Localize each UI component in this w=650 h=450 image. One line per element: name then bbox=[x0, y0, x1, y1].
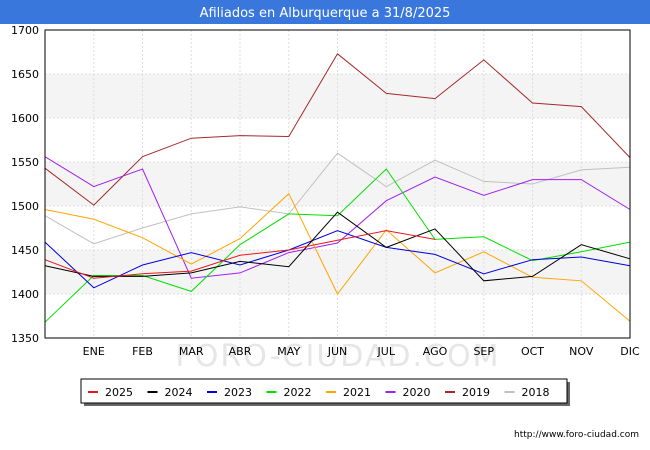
source-url: http://www.foro-ciudad.com bbox=[514, 430, 639, 440]
legend-label-2025: 2025 bbox=[105, 386, 133, 399]
plot-frame bbox=[44, 29, 631, 339]
legend-label-2023: 2023 bbox=[224, 386, 252, 399]
series-line-2021 bbox=[44, 192, 631, 322]
series-line-2023 bbox=[44, 230, 631, 289]
y-tick-label: 1650 bbox=[11, 68, 39, 81]
legend: 2025 2024 2023 2022 2021 2020 2019 2018 bbox=[80, 378, 570, 406]
title-bar bbox=[0, 0, 650, 24]
y-tick-label: 1350 bbox=[11, 332, 39, 345]
legend-label-2024: 2024 bbox=[165, 386, 193, 399]
legend-label-2022: 2022 bbox=[284, 386, 312, 399]
legend-label-2021: 2021 bbox=[343, 386, 371, 399]
watermark-text: FORO-CIUDAD.COM bbox=[176, 339, 501, 374]
x-tick-label: ENE bbox=[83, 345, 105, 358]
y-tick-label: 1450 bbox=[11, 244, 39, 257]
y-tick-label: 1500 bbox=[11, 200, 39, 213]
x-tick-label: ABR bbox=[229, 345, 252, 358]
series-line-2020 bbox=[44, 156, 631, 279]
y-tick-label: 1400 bbox=[11, 288, 39, 301]
x-tick-label: MAY bbox=[277, 345, 300, 358]
series-lines bbox=[44, 53, 631, 323]
x-tick-label: DIC bbox=[620, 345, 640, 358]
series-line-2018 bbox=[44, 152, 631, 245]
x-tick-label: AGO bbox=[423, 345, 448, 358]
legend-label-2020: 2020 bbox=[403, 386, 431, 399]
series-line-2019 bbox=[44, 53, 631, 206]
y-tick-label: 1700 bbox=[11, 24, 39, 37]
x-tick-label: SEP bbox=[473, 345, 494, 358]
y-tick-label: 1550 bbox=[11, 156, 39, 169]
x-tick-label: JUL bbox=[377, 345, 396, 358]
series-line-2025 bbox=[44, 230, 436, 279]
chart-title: Afiliados en Alburquerque a 31/8/2025 bbox=[200, 6, 451, 21]
legend-label-2018: 2018 bbox=[522, 386, 550, 399]
x-tick-label: NOV bbox=[569, 345, 594, 358]
x-tick-label: MAR bbox=[179, 345, 204, 358]
series-line-2024 bbox=[44, 211, 631, 282]
y-tick-label: 1600 bbox=[11, 112, 39, 125]
x-tick-label: OCT bbox=[521, 345, 544, 358]
y-axis-ticks: 1350 1400 1450 1500 1550 1600 1650 1700 bbox=[11, 24, 39, 345]
x-axis-ticks: ENE FEB MAR ABR MAY JUN JUL AGO SEP OCT NOV DIC bbox=[83, 345, 640, 358]
legend-label-2019: 2019 bbox=[462, 386, 490, 399]
legend-box bbox=[80, 378, 568, 404]
series-line-2022 bbox=[44, 168, 631, 323]
x-tick-label: JUN bbox=[327, 345, 348, 358]
x-tick-label: FEB bbox=[132, 345, 153, 358]
